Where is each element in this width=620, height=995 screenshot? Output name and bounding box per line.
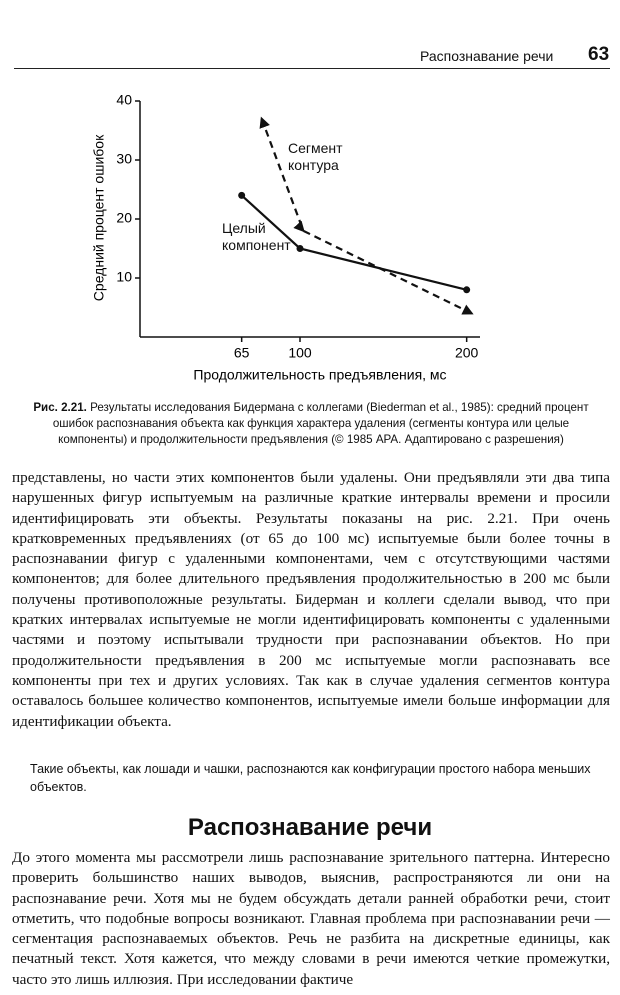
y-tick-label: 40 (116, 92, 132, 108)
chart: Продолжительность предъявления, мс Средн… (91, 92, 480, 383)
series-annotation: Сегмент контура (288, 140, 343, 173)
header-rule (14, 68, 610, 69)
caption-text: Результаты исследования Бидермана с колл… (52, 401, 589, 446)
y-tick-label: 30 (116, 151, 132, 167)
series-line (259, 116, 474, 315)
y-axis-label: Средний процент ошибок (91, 134, 107, 301)
data-point (463, 286, 471, 294)
x-tick-label: 200 (455, 345, 479, 361)
running-header: Распознавание речи (420, 48, 554, 64)
figure-caption: Рис. 2.21. Результаты исследования Бидер… (24, 400, 598, 448)
x-tick-label: 65 (234, 345, 250, 361)
data-point (238, 191, 246, 199)
series-annotation: Целый компонент (222, 220, 291, 253)
page-number: 63 (588, 44, 610, 65)
y-tick-label: 20 (116, 210, 132, 226)
paragraph: представлены, но части этих компонентов … (12, 469, 610, 730)
caption-label: Рис. 2.21. (33, 401, 87, 414)
y-tick-label: 10 (116, 269, 132, 285)
x-axis-label: Продолжительность предъявления, мс (193, 367, 446, 383)
x-tick-label: 100 (288, 345, 312, 361)
paragraph: До этого момента мы рассмотрели лишь рас… (12, 849, 610, 988)
note: Такие объекты, как лошади и чашки, распо… (30, 762, 591, 794)
section-title: Распознавание речи (187, 814, 433, 841)
